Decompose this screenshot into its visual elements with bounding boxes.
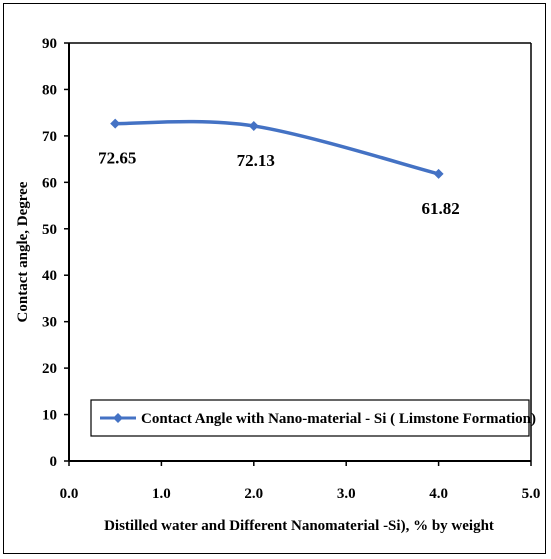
data-point-marker	[433, 168, 444, 179]
legend-marker-diamond-icon	[113, 413, 123, 423]
series-layer: 72.65 72.13 61.82	[98, 118, 460, 218]
y-axis-title: Contact angle, Degree	[15, 181, 31, 322]
x-tick-label: 4.0	[429, 486, 448, 502]
y-tick-label: 50	[42, 222, 57, 238]
y-tick-label: 0	[50, 454, 58, 470]
y-tick-label: 80	[42, 82, 57, 98]
legend-label: Contact Angle with Nano-material - Si ( …	[141, 411, 536, 427]
data-label: 72.65	[98, 149, 136, 168]
data-point-marker	[248, 120, 259, 131]
legend: Contact Angle with Nano-material - Si ( …	[90, 399, 536, 437]
y-ticks: 0 10 20 30 40 50 60 70 80 90	[42, 36, 69, 470]
legend-box	[90, 399, 530, 437]
data-point-marker	[110, 118, 121, 129]
x-ticks: 0.0 1.0 2.0 3.0 4.0 5.0	[60, 461, 541, 502]
y-tick-label: 40	[42, 268, 57, 284]
series-line	[115, 119, 440, 176]
data-label: 61.82	[421, 199, 459, 218]
x-tick-label: 2.0	[244, 486, 263, 502]
x-tick-label: 3.0	[337, 486, 356, 502]
x-tick-label: 0.0	[60, 486, 79, 502]
y-tick-label: 20	[42, 361, 57, 377]
y-tick-label: 60	[42, 175, 57, 191]
x-axis-title: Distilled water and Different Nanomateri…	[104, 518, 494, 534]
data-label: 72.13	[237, 151, 275, 170]
x-tick-label: 1.0	[152, 486, 171, 502]
chart-frame	[3, 3, 546, 554]
x-tick-label: 5.0	[522, 486, 541, 502]
y-tick-label: 30	[42, 315, 57, 331]
y-tick-label: 90	[42, 36, 57, 52]
y-tick-label: 70	[42, 129, 57, 145]
y-tick-label: 10	[42, 408, 57, 424]
